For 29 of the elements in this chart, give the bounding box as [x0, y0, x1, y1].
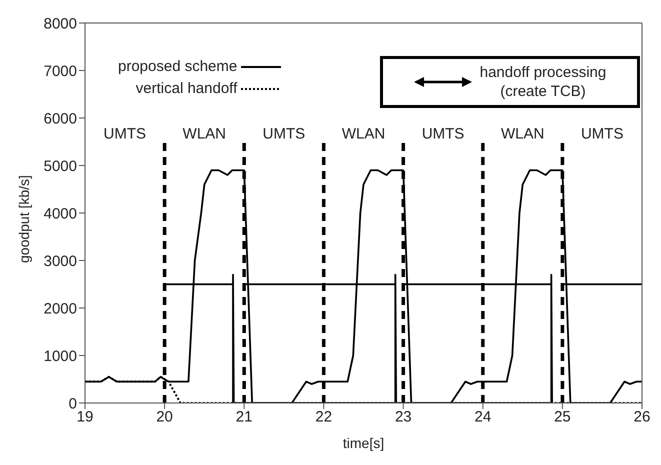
x-tick-label: 24	[474, 408, 492, 426]
text: handoff processing (create TCB)	[478, 63, 608, 101]
y-tick-label: 0	[68, 395, 77, 412]
y-tick-label: 8000	[44, 15, 77, 32]
y-tick-label: 7000	[44, 62, 77, 80]
y-tick-label: 5000	[44, 158, 77, 175]
x-tick-label: 22	[315, 408, 332, 426]
y-axis-title: goodput [kb/s]	[16, 175, 32, 263]
x-tick-label: 19	[76, 408, 94, 426]
x-tick-label: 25	[554, 408, 571, 426]
annotation: WLAN	[342, 126, 386, 143]
x-tick-label: 26	[634, 408, 650, 426]
legend-label: vertical handoff	[134, 79, 238, 99]
x-tick-label: 21	[236, 408, 252, 426]
annotation: UMTS	[104, 126, 146, 143]
x-tick-label: 23	[394, 408, 412, 426]
annotation: UMTS	[580, 126, 624, 143]
annotation: UMTS	[422, 126, 464, 143]
annotation: UMTS	[262, 126, 306, 143]
y-tick-label: 6000	[44, 110, 77, 128]
y-tick-label: 3000	[44, 252, 77, 270]
y-tick-label: 1000	[44, 348, 77, 365]
legend-label: proposed scheme	[118, 57, 238, 77]
annotation: WLAN	[182, 126, 226, 143]
x-axis-title: time[s]	[342, 435, 384, 451]
annotation: WLAN	[500, 126, 544, 143]
x-tick-label: 20	[156, 408, 173, 426]
y-tick-label: 4000	[44, 205, 77, 222]
y-tick-label: 2000	[44, 300, 77, 318]
